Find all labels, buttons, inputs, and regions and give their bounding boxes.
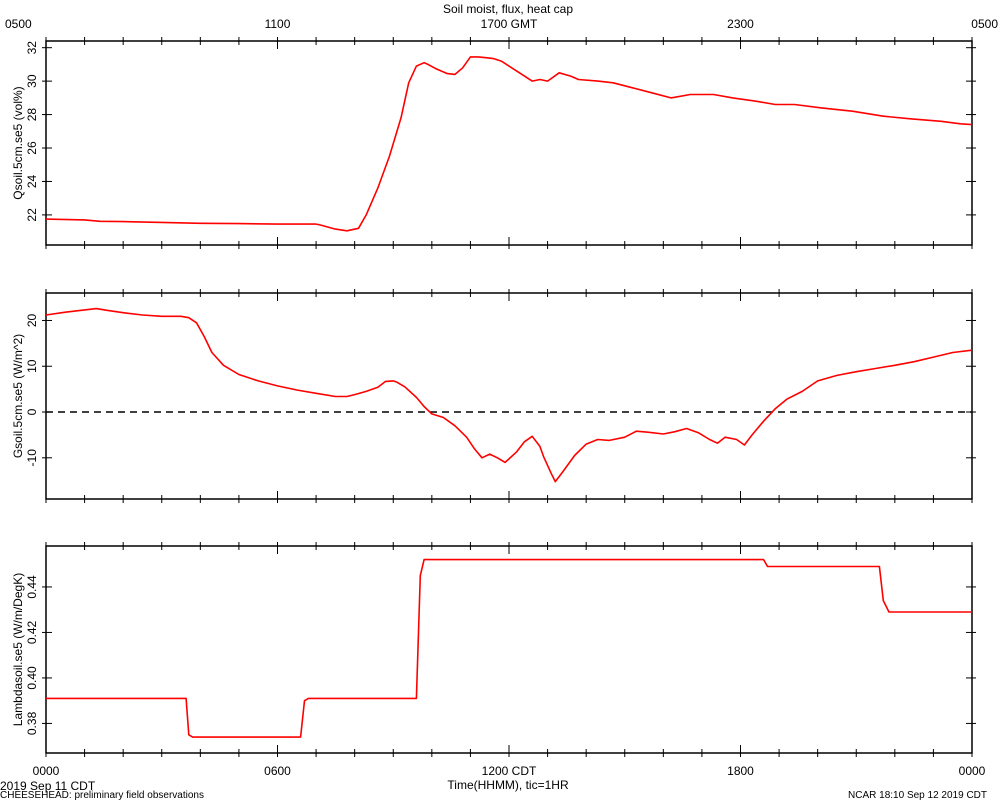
moisture-y-tick-label: 32 xyxy=(25,41,39,55)
heat-flux-series-line xyxy=(46,309,972,482)
bottom-x-tick-label: 1200 CDT xyxy=(482,764,537,778)
heat-flux-y-tick-label: 20 xyxy=(25,313,39,327)
x-axis-label: Time(HHMM), tic=1HR xyxy=(447,778,569,792)
conductivity-y-tick-label: 0.40 xyxy=(25,666,39,690)
moisture-panel: 22 24 26 28 30 32 Qsoil.5cm.se5 (vol%) xyxy=(11,37,976,249)
bottom-x-tick-label: 0000 xyxy=(33,764,60,778)
top-x-tick-label: 0500 xyxy=(971,17,998,31)
moisture-y-tick-label: 26 xyxy=(25,141,39,155)
moisture-frame xyxy=(46,41,972,245)
heat-flux-y-tick-label: 0 xyxy=(25,408,39,415)
heat-flux-y-tick-label: -10 xyxy=(25,449,39,467)
moisture-y-tick-label: 24 xyxy=(25,174,39,188)
top-x-tick-label: 0500 xyxy=(5,17,32,31)
bottom-x-tick-label: 1800 xyxy=(727,764,754,778)
heat-flux-y-axis-label: Gsoil.5cm.se5 (W/m^2) xyxy=(11,334,25,458)
moisture-y-tick-label: 22 xyxy=(25,208,39,222)
conductivity-frame xyxy=(46,546,972,753)
top-x-tick-label: 1100 xyxy=(265,17,291,31)
conductivity-y-tick-label: 0.38 xyxy=(25,711,39,735)
top-x-tick-label: 2300 xyxy=(727,17,754,31)
heat-flux-frame xyxy=(46,293,972,499)
conductivity-y-tick-label: 0.42 xyxy=(25,620,39,644)
conductivity-y-tick-label: 0.44 xyxy=(25,575,39,599)
bottom-x-tick-label: 0000 xyxy=(959,764,986,778)
chart-title: Soil moist, flux, heat cap xyxy=(443,2,573,16)
conductivity-series-line xyxy=(46,560,972,738)
chart-panels: 22 24 26 28 30 32 Qsoil.5cm.se5 (vol%) -10 0 10 20… xyxy=(11,37,976,757)
moisture-series-line xyxy=(46,57,972,231)
top-x-tick-label: 1700 GMT xyxy=(481,17,538,31)
moisture-y-axis-label: Qsoil.5cm.se5 (vol%) xyxy=(11,86,25,199)
moisture-y-tick-label: 28 xyxy=(25,108,39,122)
conductivity-y-axis-label: Lambdasoil.se5 (W/m/DegK) xyxy=(11,573,25,726)
heat-flux-y-tick-label: 10 xyxy=(25,359,39,373)
bottom-x-tick-label: 0600 xyxy=(264,764,291,778)
moisture-y-tick-label: 30 xyxy=(25,74,39,88)
